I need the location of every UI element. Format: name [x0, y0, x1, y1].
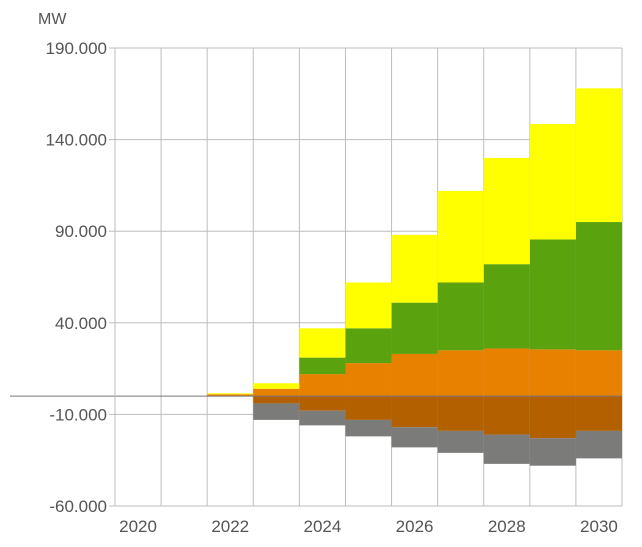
- area-segment-brown: [299, 396, 346, 411]
- x-tick-label: 2028: [488, 517, 526, 536]
- y-tick-label: 40.000: [55, 314, 107, 333]
- area-segment-orange: [299, 374, 346, 397]
- area-segment-orange: [253, 388, 300, 397]
- area-segment-green: [575, 222, 622, 351]
- y-unit-label: MW: [38, 11, 67, 28]
- y-tick-label: -60.000: [49, 497, 107, 516]
- area-segment-orange: [345, 363, 392, 397]
- area-segment-orange: [437, 350, 484, 397]
- area-segment-yellow: [299, 328, 346, 358]
- area-segment-green: [391, 302, 438, 354]
- area-segment-yellow: [345, 282, 392, 329]
- area-segment-yellow: [253, 383, 300, 389]
- area-segment-orange: [575, 350, 622, 397]
- x-tick-label: 2026: [396, 517, 434, 536]
- area-segment-gray: [483, 434, 530, 464]
- y-tick-label: 190.000: [46, 39, 107, 58]
- area-segment-yellow: [207, 393, 254, 395]
- area-segment-brown: [575, 396, 622, 431]
- area-segment-orange: [391, 353, 438, 397]
- y-tick-label: 140.000: [46, 131, 107, 150]
- area-segment-orange: [207, 394, 254, 397]
- area-segment-gray: [391, 427, 438, 448]
- y-tick-label: -10.000: [49, 405, 107, 424]
- y-tick-label: 90.000: [55, 222, 107, 241]
- area-segment-green: [437, 282, 484, 351]
- area-segment-green: [483, 264, 530, 349]
- area-segment-green: [529, 239, 576, 350]
- area-segment-gray: [437, 430, 484, 453]
- area-segment-brown: [483, 396, 530, 435]
- area-segment-gray: [253, 403, 300, 420]
- area-segment-brown: [345, 396, 392, 420]
- area-segment-green: [299, 357, 346, 375]
- area-segment-brown: [437, 396, 484, 431]
- area-segment-orange: [483, 348, 530, 397]
- area-segment-yellow: [529, 124, 576, 240]
- stacked-areas: [207, 88, 622, 466]
- axes: 190.000 140.000 90.000 40.000 -10.000 -60.000…: [46, 39, 618, 536]
- area-segment-gray: [345, 419, 392, 437]
- area-segment-brown: [253, 396, 300, 404]
- area-segment-yellow: [437, 190, 484, 283]
- area-segment-orange: [529, 349, 576, 397]
- x-tick-label: 2030: [580, 517, 618, 536]
- x-tick-label: 2022: [211, 517, 249, 536]
- x-tick-label: 2020: [119, 517, 157, 536]
- area-segment-brown: [529, 396, 576, 439]
- area-segment-yellow: [483, 157, 530, 265]
- x-tick-label: 2024: [303, 517, 341, 536]
- area-segment-gray: [529, 438, 576, 466]
- area-segment-gray: [299, 410, 346, 426]
- area-segment-green: [345, 328, 392, 364]
- area-segment-brown: [391, 396, 438, 428]
- area-segment-yellow: [575, 88, 622, 223]
- area-segment-gray: [575, 430, 622, 459]
- area-segment-yellow: [391, 234, 438, 303]
